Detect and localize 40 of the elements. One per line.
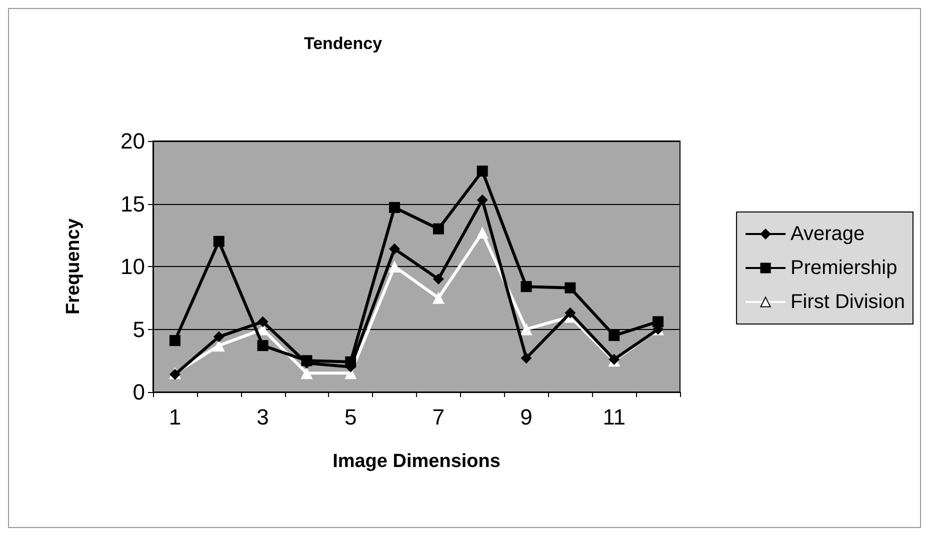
point: [652, 316, 664, 328]
point: [432, 292, 444, 304]
y-tick-label: 5: [132, 316, 145, 342]
x-axis-title: Image Dimensions: [332, 451, 500, 472]
x-tick-label: 7: [432, 404, 445, 430]
point: [476, 166, 488, 177]
point: [212, 340, 225, 352]
legend-label: Average: [790, 223, 865, 245]
y-tick-label: 15: [120, 191, 145, 216]
point: [520, 281, 532, 292]
legend-label: First Division: [790, 291, 905, 313]
point: [564, 282, 576, 294]
x-tick-label: 3: [256, 404, 269, 430]
point: [476, 226, 488, 239]
x-tick-label: 11: [602, 404, 626, 430]
y-tick-label: 0: [132, 380, 145, 404]
legend-label: Premiership: [790, 257, 898, 279]
point: [169, 335, 180, 346]
point: [388, 260, 401, 272]
y-tick-label: 20: [120, 128, 145, 154]
point: [257, 316, 268, 328]
point: [257, 340, 268, 352]
point: [389, 243, 400, 254]
point: [520, 323, 532, 336]
chart-title: Tendency: [304, 34, 383, 53]
point: [520, 352, 532, 364]
point: [432, 223, 444, 234]
point: [389, 202, 400, 214]
y-tick-label: 10: [120, 254, 145, 279]
point: [432, 274, 444, 285]
x-tick-label: 5: [344, 404, 357, 430]
point: [213, 331, 224, 342]
point: [300, 367, 313, 380]
point: [564, 307, 576, 318]
point: [213, 236, 224, 247]
y-axis-title: Frequency: [63, 218, 84, 315]
point: [608, 330, 620, 342]
x-tick-label: 1: [168, 404, 182, 430]
point: [476, 194, 488, 206]
x-tick-label: 9: [520, 404, 532, 430]
